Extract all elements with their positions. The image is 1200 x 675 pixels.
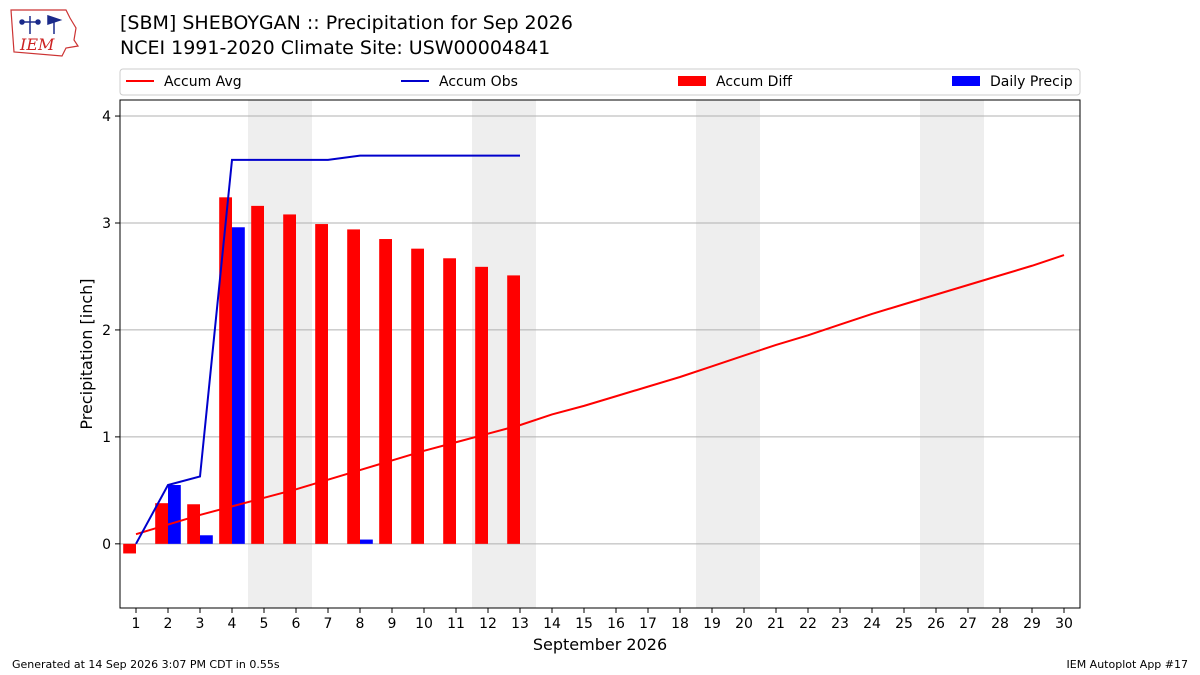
x-tick-label: 22 [799,616,817,632]
x-tick-label: 28 [991,616,1009,632]
accum-avg-line [135,254,1065,536]
x-tick-label: 15 [575,616,593,632]
accum-diff-bar [347,229,360,544]
accum-diff-bar [187,504,200,544]
accum-diff-bar [283,214,296,544]
accum-diff-bar [379,239,392,544]
x-tick-label: 10 [415,616,433,632]
weekend-band [952,100,984,608]
x-tick-label: 4 [228,616,237,632]
y-tick-label: 4 [102,109,111,125]
y-axis-label: Precipitation [inch] [77,278,96,429]
chart-subtitle: NCEI 1991-2020 Climate Site: USW00004841 [120,37,551,59]
x-tick-label: 24 [863,616,881,632]
accum-diff-bar [475,266,488,544]
daily-precip-bar [232,227,245,544]
accum-diff-bar [123,543,136,554]
x-tick-label: 23 [831,616,849,632]
x-tick-label: 26 [927,616,945,632]
x-tick-label: 1 [132,616,141,632]
weekend-band [696,100,728,608]
legend-label: Accum Diff [716,74,792,90]
x-tick-label: 21 [767,616,785,632]
x-tick-label: 13 [511,616,529,632]
x-tick-label: 14 [543,616,561,632]
x-tick-label: 18 [671,616,689,632]
weather-station-icon [19,14,63,34]
x-tick-label: 20 [735,616,753,632]
x-axis-label: September 2026 [533,635,667,654]
x-tick-label: 5 [260,616,269,632]
accum-diff-bar [315,224,328,544]
accum-diff-bar [443,258,456,544]
legend-bar-swatch [678,76,706,86]
x-tick-label: 8 [356,616,365,632]
accum-diff-bar [507,275,520,544]
accum-diff-bar [411,248,424,544]
plot-frame [119,99,1081,609]
x-tick-label: 11 [447,616,465,632]
legend-bar-swatch [952,76,980,86]
weekend-band [728,100,760,608]
footer-generated: Generated at 14 Sep 2026 3:07 PM CDT in … [12,658,280,671]
x-tick-label: 12 [479,616,497,632]
daily-precip-bar [360,539,373,544]
x-tick-label: 9 [388,616,397,632]
x-tick-label: 17 [639,616,657,632]
y-tick-label: 3 [102,216,111,232]
logo-text: IEM [19,35,55,54]
x-tick-label: 25 [895,616,913,632]
weekend-band [920,100,952,608]
x-tick-label: 2 [164,616,173,632]
chart-title: [SBM] SHEBOYGAN :: Precipitation for Sep… [120,12,573,34]
accum-diff-bar [251,205,264,544]
x-tick-label: 7 [324,616,333,632]
x-tick-label: 19 [703,616,721,632]
accum-diff-bar [155,503,168,544]
iem-logo: IEM [10,9,80,57]
x-tick-label: 3 [196,616,205,632]
footer-app-name: IEM Autoplot App #17 [1066,658,1189,671]
y-tick-label: 1 [102,430,111,446]
accum-diff-bar [219,197,232,544]
legend-label: Daily Precip [990,74,1073,90]
legend-label: Accum Obs [439,74,518,90]
daily-precip-bar [168,485,181,544]
x-tick-label: 30 [1055,616,1073,632]
y-tick-label: 0 [102,537,111,553]
x-tick-label: 16 [607,616,625,632]
accum-obs-line [135,154,520,545]
x-tick-label: 27 [959,616,977,632]
x-tick-label: 6 [292,616,301,632]
x-tick-label: 29 [1023,616,1041,632]
legend-label: Accum Avg [164,74,242,90]
daily-precip-bar [200,535,213,544]
legend-box [119,68,1081,96]
y-tick-label: 2 [102,323,111,339]
